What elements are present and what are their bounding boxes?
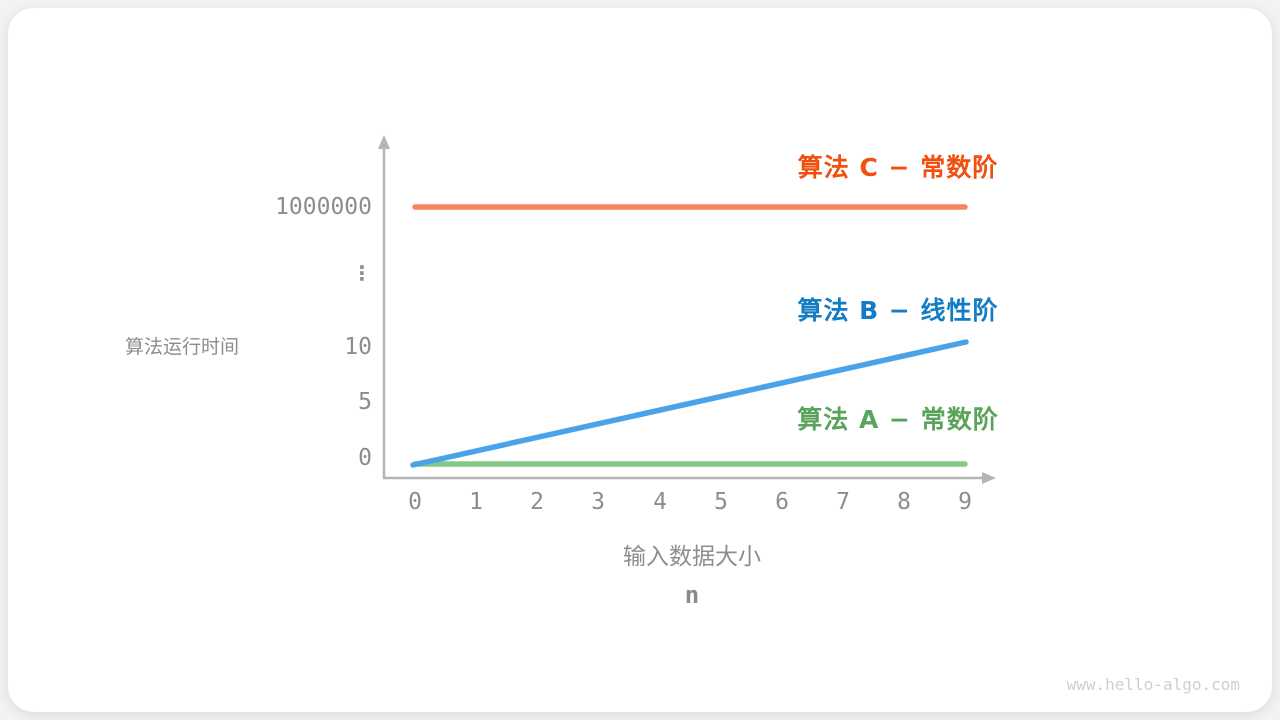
line-algorithm-b <box>410 339 969 468</box>
x-axis-variable-n: n <box>684 581 700 609</box>
legend-algorithm-b: 算法 B − 线性阶 <box>797 296 999 325</box>
y-tick-0: 0 <box>358 445 372 471</box>
x-tick-9: 9 <box>958 489 972 515</box>
y-tick-1000000: 1000000 <box>275 194 372 220</box>
x-axis-arrow-icon <box>982 472 996 484</box>
x-tick-4: 4 <box>653 489 667 515</box>
y-axis-title: 算法运行时间 <box>124 336 239 358</box>
watermark: www.hello-algo.com <box>1066 675 1240 694</box>
y-axis-arrow-icon <box>378 135 390 149</box>
x-tick-0: 0 <box>408 489 422 515</box>
x-axis-title: 输入数据大小 <box>623 544 761 570</box>
legend-algorithm-c: 算法 C − 常数阶 <box>797 153 999 182</box>
y-tick-5: 5 <box>358 389 372 415</box>
x-tick-7: 7 <box>836 489 850 515</box>
x-tick-2: 2 <box>530 489 544 515</box>
x-tick-6: 6 <box>775 489 789 515</box>
figure-card <box>8 8 1272 712</box>
x-tick-5: 5 <box>714 489 728 515</box>
x-tick-8: 8 <box>897 489 911 515</box>
y-tick-10: 10 <box>344 334 372 360</box>
x-tick-3: 3 <box>591 489 605 515</box>
x-tick-1: 1 <box>469 489 483 515</box>
y-axis-break-ellipsis: ⋮ <box>352 261 372 285</box>
legend-algorithm-a: 算法 A − 常数阶 <box>797 405 999 434</box>
